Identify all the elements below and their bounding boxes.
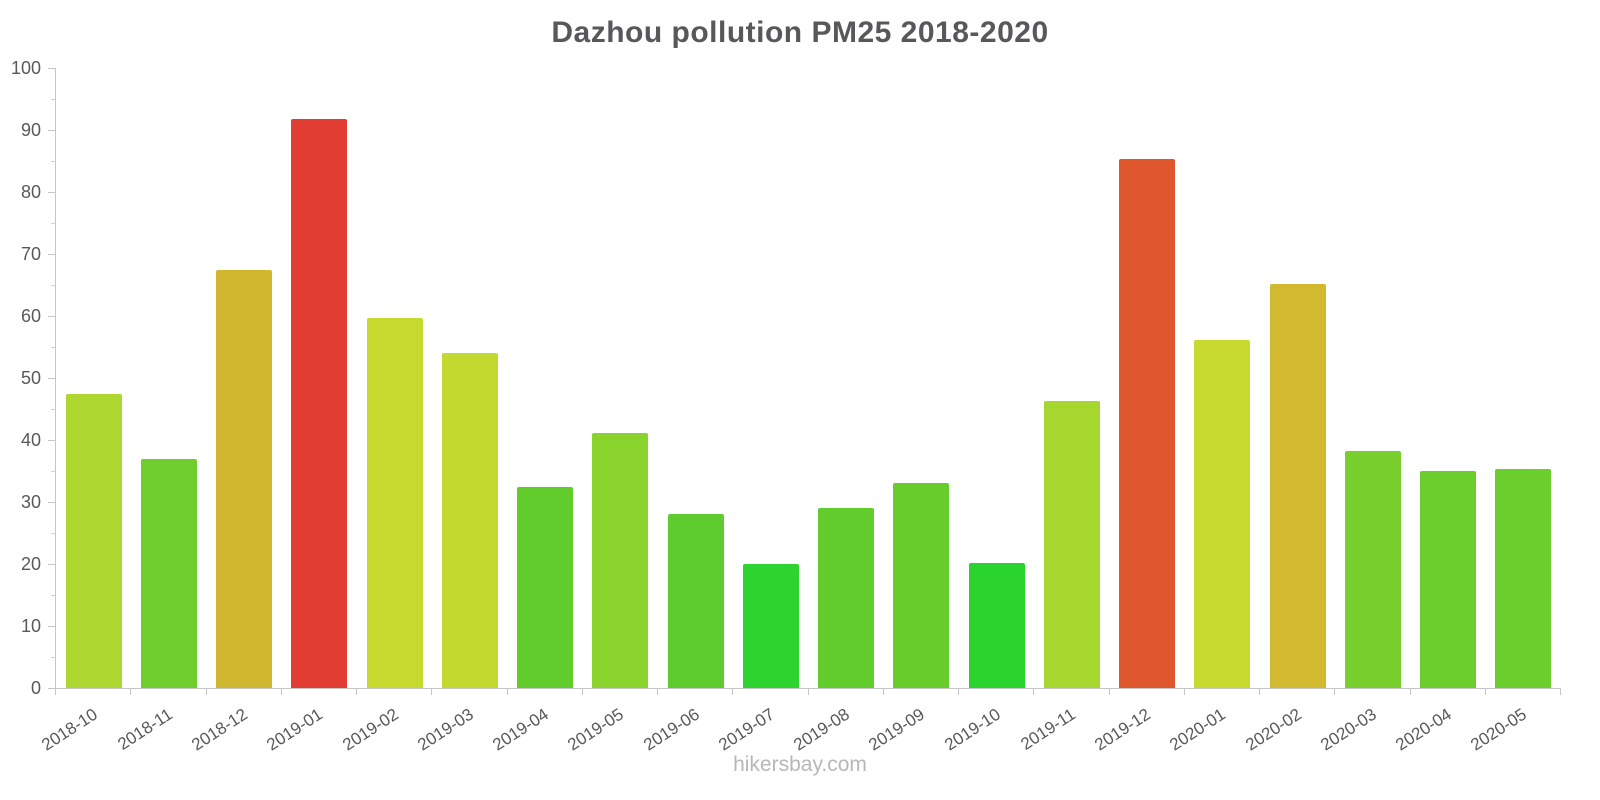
x-boundary-tick [205,689,207,695]
y-axis: 0 10 20 30 40 50 60 70 80 90 100 [0,58,55,698]
y-major-tick [48,316,55,317]
y-tick-label-60: 60 [20,306,41,326]
bar-2019-05 [592,432,649,688]
bar-2019-02 [366,317,423,688]
y-major-tick [48,378,55,379]
x-boundary-tick [1183,689,1185,695]
x-boundary-tick [1409,689,1411,695]
x-boundary-tick [280,689,282,695]
x-axis-labels: 2018-10 2018-11 2018-12 2019-01 2019-02 2019-… [38,689,1561,769]
bar-2020-04 [1420,471,1477,688]
bar-2019-04 [517,486,574,688]
y-major-tick [48,254,55,255]
y-tick-label-50: 50 [20,368,41,388]
y-tick-label-90: 90 [20,120,41,140]
y-minor-tick [51,285,55,286]
x-boundary-tick [130,689,132,695]
x-boundary-tick [1108,689,1110,695]
x-boundary-tick [807,689,809,695]
y-major-tick [48,440,55,441]
x-boundary-tick [506,689,508,695]
y-tick-label-80: 80 [20,182,41,202]
y-tick-label-0: 0 [30,678,41,698]
bar-2018-10 [65,393,122,688]
y-minor-tick [51,99,55,100]
bar-2019-08 [818,508,875,688]
y-major-tick [48,688,55,689]
y-tick-label-40: 40 [20,430,41,450]
x-boundary-tick [657,689,658,695]
x-boundary-tick [431,689,433,695]
bar-2019-03 [441,353,498,688]
y-tick-label-10: 10 [20,616,41,636]
y-major-tick [48,502,55,503]
y-tick-label-70: 70 [20,244,41,264]
bar-2018-11 [140,458,197,688]
y-tick-label-30: 30 [20,492,41,512]
bar-2019-10 [968,563,1025,688]
x-boundary-tick [1033,689,1035,695]
y-minor-tick [51,595,55,596]
bar-2019-07 [742,564,799,688]
x-boundary-tick [1560,689,1561,695]
x-boundary-tick [882,689,884,695]
chart-title: Dazhou pollution PM25 2018-2020 [551,16,1049,49]
bar-2019-09 [893,482,950,688]
bar-2020-01 [1194,339,1251,688]
x-boundary-tick [958,689,959,695]
x-boundary-tick [581,689,583,695]
y-major-tick [48,626,55,627]
y-minor-tick [51,347,55,348]
plot-area [55,68,1561,689]
y-minor-tick [51,223,55,224]
y-minor-tick [51,409,55,410]
x-boundary-tick [1259,689,1260,695]
watermark-text: hikersbay.com [733,753,867,776]
y-tick-label-100: 100 [10,58,41,78]
y-major-tick [48,68,55,69]
y-major-tick [48,192,55,193]
x-boundary-tick [1334,689,1336,695]
bar-2019-01 [291,118,348,688]
y-major-tick [48,564,55,565]
y-minor-tick [51,533,55,534]
bar-2020-05 [1495,468,1552,688]
bar-2018-12 [216,269,273,688]
bar-2019-11 [1043,400,1100,688]
x-boundary-tick [55,689,56,695]
y-major-tick [48,130,55,131]
x-boundary-tick [732,689,734,695]
bar-2019-12 [1119,158,1176,688]
bar-2019-06 [667,514,724,688]
bar-2020-03 [1344,450,1401,688]
x-boundary-tick [356,689,357,695]
x-boundary-tick [1484,689,1486,695]
y-minor-tick [51,471,55,472]
y-minor-tick [51,161,55,162]
y-tick-label-20: 20 [20,554,41,574]
y-minor-tick [51,657,55,658]
bar-2020-02 [1269,283,1326,688]
